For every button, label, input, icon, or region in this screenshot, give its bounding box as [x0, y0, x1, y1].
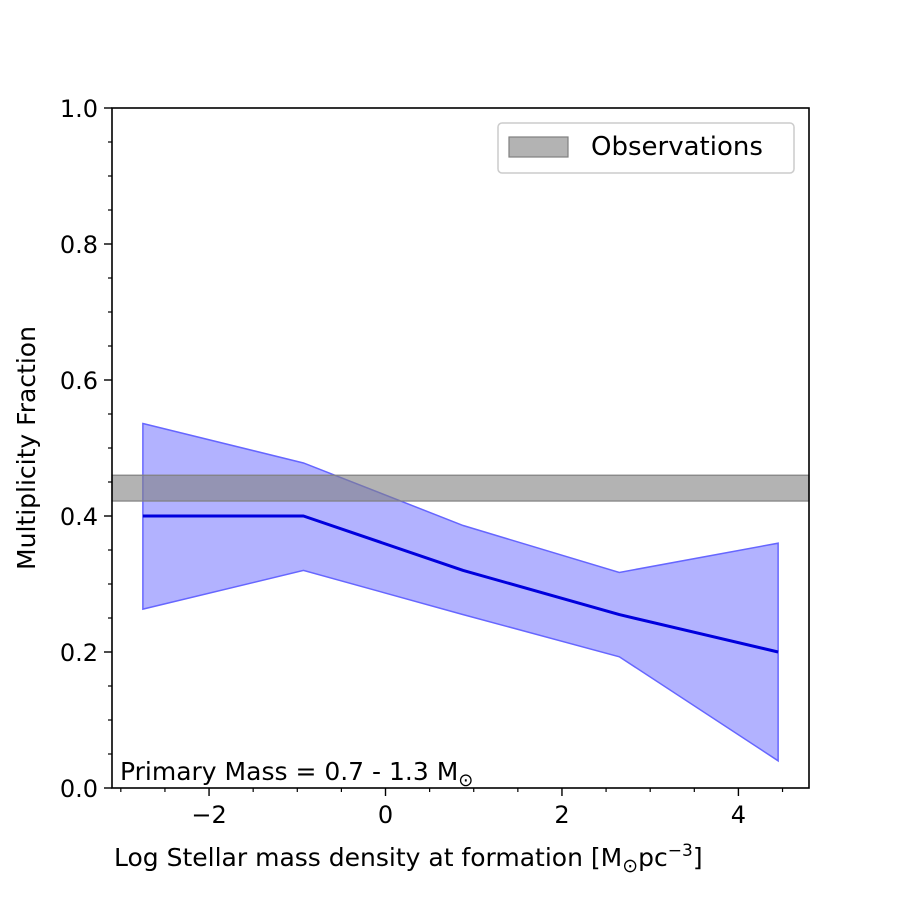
- x-axis-label-sub: ⊙: [622, 855, 638, 877]
- x-axis-label-mid: pc: [638, 843, 668, 872]
- annotation-sub: ⊙: [458, 770, 473, 791]
- x-axis-label-sup: −3: [668, 841, 693, 861]
- legend-frame: [497, 122, 795, 174]
- legend: Observations: [497, 122, 795, 174]
- x-axis-label: Log Stellar mass density at formation [M…: [114, 841, 703, 877]
- x-tick-label: 4: [731, 801, 746, 829]
- annotation-main: Primary Mass = 0.7 - 1.3 M: [120, 757, 458, 786]
- y-axis-label: Multiplicity Fraction: [12, 326, 41, 570]
- x-axis-label-main: Log Stellar mass density at formation [M: [114, 843, 622, 872]
- x-tick-label: −2: [191, 801, 226, 829]
- plot-layer: [111, 422, 810, 763]
- x-axis-label-end: ]: [693, 843, 703, 872]
- y-tick-label: 0.6: [60, 367, 98, 395]
- y-tick-label: 0.8: [60, 231, 98, 259]
- y-tick-label: 0.0: [60, 775, 98, 803]
- legend-observations-label: Observations: [591, 132, 763, 162]
- y-tick-label: 1.0: [60, 95, 98, 123]
- legend-observations-swatch: [508, 136, 569, 158]
- series-0-confidence-band: [142, 422, 779, 763]
- y-tick-label: 0.2: [60, 639, 98, 667]
- axes-layer: −2 0 2 4 0.0 0.2 0.4 0.6 0.8 1.0: [60, 95, 810, 829]
- y-tick-label: 0.4: [60, 503, 98, 531]
- observations-band: [111, 474, 810, 502]
- annotation-primary-mass: Primary Mass = 0.7 - 1.3 M⊙: [120, 757, 473, 791]
- x-tick-label: 0: [378, 801, 393, 829]
- x-tick-label: 2: [554, 801, 569, 829]
